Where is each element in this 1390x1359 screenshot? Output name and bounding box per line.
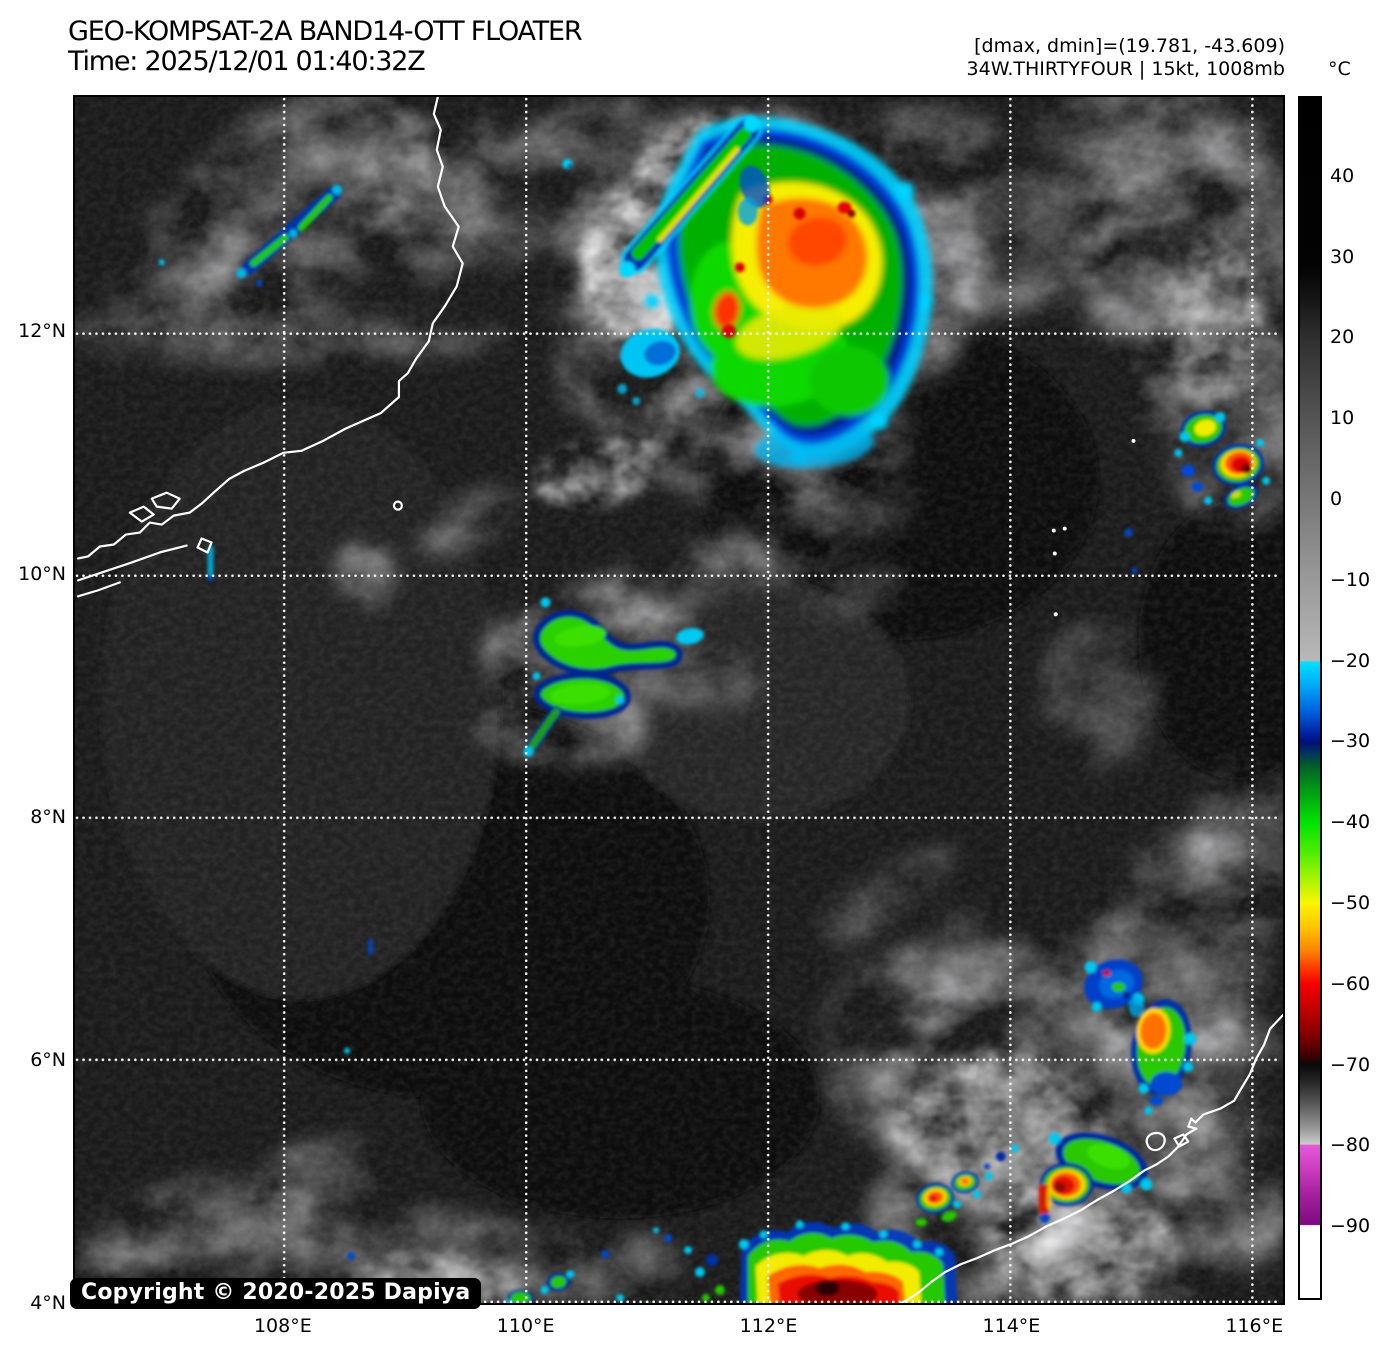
- colorbar-unit-label: °C: [1328, 58, 1351, 80]
- lat-tick-label: 12°N: [18, 320, 66, 343]
- colorbar-tick-label: −30: [1330, 730, 1371, 753]
- colorbar-tick-label: 30: [1330, 245, 1355, 268]
- colorbar: [1298, 96, 1322, 1300]
- lon-tick-label: 108°E: [253, 1315, 312, 1337]
- colorbar-tick-label: 0: [1330, 488, 1343, 511]
- colorbar-tick-label: 40: [1330, 164, 1355, 187]
- se-lower-cluster: [995, 1132, 1153, 1224]
- colorbar-tick-label: −80: [1330, 1134, 1371, 1157]
- coastlines: [76, 97, 1283, 1303]
- lon-tick-label: 110°E: [496, 1315, 555, 1337]
- copyright-badge: Copyright © 2020-2025 Dapiya: [70, 1278, 482, 1309]
- colorbar-tick-label: −60: [1330, 972, 1371, 995]
- lon-tick-label: 116°E: [1225, 1315, 1284, 1337]
- colorbar-tick-label: 20: [1330, 326, 1355, 349]
- header-annotations: [dmax, dmin]=(19.781, -43.609) 34W.THIRT…: [967, 35, 1285, 81]
- south-convection: [653, 1163, 993, 1303]
- colorbar-tick-label: −90: [1330, 1215, 1371, 1238]
- nw-convective-band: [236, 184, 343, 287]
- timestamp: Time: 2025/12/01 01:40:32Z: [68, 46, 426, 77]
- colorbar-tick-label: 10: [1330, 407, 1355, 430]
- satellite-imagery: [75, 97, 1283, 1303]
- lon-tick-label: 114°E: [982, 1315, 1041, 1337]
- page-title: GEO-KOMPSAT-2A BAND14-OTT FLOATER: [68, 16, 583, 47]
- colorbar-tick-label: −70: [1330, 1053, 1371, 1076]
- lon-tick-label: 112°E: [739, 1315, 798, 1337]
- colorbar-tick-label: −50: [1330, 892, 1371, 915]
- se-convective-cell: [1084, 959, 1197, 1115]
- satellite-map: [73, 95, 1285, 1305]
- vietnam-coastline: [76, 97, 464, 560]
- colorbar-tick-label: −20: [1330, 649, 1371, 672]
- colorbar-tick-label: −10: [1330, 568, 1371, 591]
- dmax-dmin-annotation: [dmax, dmin]=(19.781, -43.609): [974, 35, 1285, 57]
- lat-tick-label: 10°N: [18, 563, 66, 586]
- borneo-coastline: [898, 1013, 1283, 1303]
- lat-tick-label: 8°N: [30, 806, 66, 829]
- island-dots: [1051, 438, 1136, 617]
- central-green-cells: [523, 597, 704, 757]
- colorbar-tick-label: −40: [1330, 811, 1371, 834]
- east-convective-cluster: [1174, 410, 1271, 510]
- lat-tick-label: 6°N: [30, 1048, 66, 1071]
- main-storm-cell: [617, 114, 934, 469]
- lat-tick-label: 4°N: [30, 1291, 66, 1314]
- gridlines: [75, 97, 1283, 1303]
- storm-info-annotation: 34W.THIRTYFOUR | 15kt, 1008mb: [966, 58, 1285, 80]
